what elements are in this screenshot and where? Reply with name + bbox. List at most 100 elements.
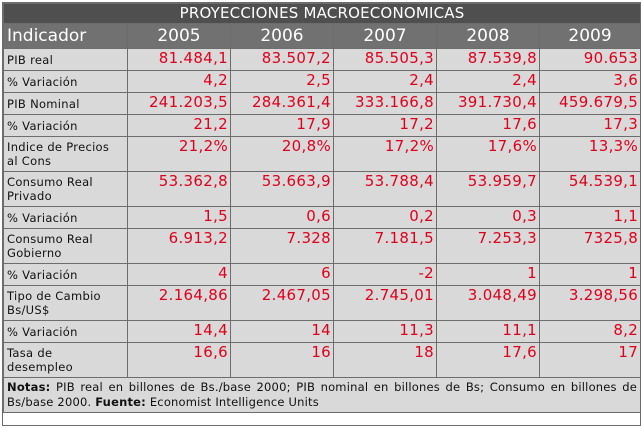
table-row: Indice de Precios al Cons 21,2% 20,8% 17,2% 1… <box>3 136 641 172</box>
row-value: 85.505,3 <box>333 48 437 71</box>
projections-table: PROYECCIONES MACROECONOMICAS Indicador 2… <box>2 3 641 413</box>
row-value: 13,3% <box>538 136 641 172</box>
row-label: Indice de Precios al Cons <box>3 136 128 172</box>
row-value: 53.663,9 <box>230 171 334 207</box>
row-value: 20,8% <box>230 136 334 172</box>
row-value: 11,1 <box>436 320 540 343</box>
row-value: 7325,8 <box>538 228 641 264</box>
notes-label: Notas: <box>7 380 51 394</box>
row-value: 4,2 <box>127 70 231 93</box>
row-value: 83.507,2 <box>230 48 334 71</box>
row-value: 0,6 <box>230 206 334 229</box>
row-label-line: Tasa de <box>7 346 53 360</box>
row-value: 14 <box>230 320 334 343</box>
row-value: 0,3 <box>436 206 540 229</box>
row-value: 17,3 <box>538 114 641 137</box>
table-row: % Variación 14,4 14 11,3 11,1 8,2 <box>3 320 641 343</box>
row-label: Consumo Real Gobierno <box>3 228 128 264</box>
table-row: % Variación 4,2 2,5 2,4 2,4 3,6 <box>3 70 641 93</box>
row-value: 21,2 <box>127 114 231 137</box>
row-label-line: Indice de Precios <box>7 140 110 154</box>
row-value: 2.164,86 <box>127 285 231 321</box>
row-value: 241.203,5 <box>127 92 231 115</box>
row-value: 17 <box>538 342 641 378</box>
row-value: 90.653 <box>538 48 641 71</box>
row-label-line: PIB real <box>7 52 54 67</box>
row-value: 0,2 <box>333 206 437 229</box>
row-value: 2.745,01 <box>333 285 437 321</box>
row-value: 284.361,4 <box>230 92 334 115</box>
row-value: 17,2 <box>333 114 437 137</box>
row-label-line: % Variación <box>7 267 78 282</box>
header-indicator: Indicador <box>3 23 128 49</box>
row-label: Tipo de Cambio Bs/US$ <box>3 285 128 321</box>
row-label-line: % Variación <box>7 210 78 225</box>
row-value: 1 <box>538 263 641 286</box>
table-row: Tipo de Cambio Bs/US$ 2.164,86 2.467,05 2.74… <box>3 285 641 321</box>
source-text: Economist Intelligence Units <box>145 395 319 409</box>
row-value: 11,3 <box>333 320 437 343</box>
table-row: % Variación 1,5 0,6 0,2 0,3 1,1 <box>3 206 641 229</box>
row-label-line: Privado <box>7 189 52 203</box>
row-label: % Variación <box>3 263 128 286</box>
row-value: 1,5 <box>127 206 231 229</box>
row-label: Tasa de desempleo <box>3 342 128 378</box>
row-label: PIB real <box>3 48 128 71</box>
row-value: 18 <box>333 342 437 378</box>
row-value: 7.253,3 <box>436 228 540 264</box>
notes-cell: Notas: PIB real en billones de Bs./base … <box>2 377 641 413</box>
row-value: 16 <box>230 342 334 378</box>
notes-text: PIB real en billones de Bs./base 2000; P… <box>7 380 638 409</box>
row-value: 16,6 <box>127 342 231 378</box>
table-row: Consumo Real Gobierno 6.913,2 7.328 7.181,5 7… <box>3 228 641 264</box>
row-label-line: PIB Nominal <box>7 96 80 111</box>
row-value: 3,6 <box>538 70 641 93</box>
row-label-line: Bs/US$ <box>7 303 50 317</box>
row-value: 2,4 <box>436 70 540 93</box>
row-value: 333.166,8 <box>333 92 437 115</box>
row-value: -2 <box>333 263 437 286</box>
row-label-line: % Variación <box>7 324 78 339</box>
header-year: 2009 <box>538 23 641 49</box>
row-label: % Variación <box>3 320 128 343</box>
row-value: 17,2% <box>333 136 437 172</box>
table-row: PIB real 81.484,1 83.507,2 85.505,3 87.539,8… <box>3 48 641 71</box>
row-label: % Variación <box>3 114 128 137</box>
row-label-line: al Cons <box>7 154 52 168</box>
table-row: Tasa de desempleo 16,6 16 18 17,6 17 <box>3 342 641 378</box>
row-value: 6.913,2 <box>127 228 231 264</box>
row-value: 1 <box>436 263 540 286</box>
row-value: 17,9 <box>230 114 334 137</box>
row-value: 8,2 <box>538 320 641 343</box>
row-label: Consumo Real Privado <box>3 171 128 207</box>
header-row: Indicador 2005 2006 2007 2008 2009 <box>3 23 641 49</box>
row-value: 3.048,49 <box>436 285 540 321</box>
row-value: 53.362,8 <box>127 171 231 207</box>
row-value: 4 <box>127 263 231 286</box>
row-value: 17,6% <box>436 136 540 172</box>
header-year: 2006 <box>230 23 334 49</box>
row-label-line: Tipo de Cambio <box>7 289 101 303</box>
row-value: 81.484,1 <box>127 48 231 71</box>
row-value: 17,6 <box>436 342 540 378</box>
row-value: 1,1 <box>538 206 641 229</box>
table-row: % Variación 4 6 -2 1 1 <box>3 263 641 286</box>
row-label-line: % Variación <box>7 74 78 89</box>
row-value: 2,5 <box>230 70 334 93</box>
row-value: 21,2% <box>127 136 231 172</box>
header-year: 2005 <box>127 23 231 49</box>
header-year: 2007 <box>333 23 437 49</box>
row-label: % Variación <box>3 206 128 229</box>
row-label-line: desempleo <box>7 360 73 374</box>
row-value: 7.181,5 <box>333 228 437 264</box>
row-label-line: Consumo Real <box>7 232 93 246</box>
row-value: 53.959,7 <box>436 171 540 207</box>
row-value: 7.328 <box>230 228 334 264</box>
row-value: 2.467,05 <box>230 285 334 321</box>
row-label-line: Gobierno <box>7 246 62 260</box>
row-value: 54.539,1 <box>538 171 641 207</box>
source-label: Fuente: <box>95 395 146 409</box>
row-label: PIB Nominal <box>3 92 128 115</box>
row-label-line: Consumo Real <box>7 175 93 189</box>
